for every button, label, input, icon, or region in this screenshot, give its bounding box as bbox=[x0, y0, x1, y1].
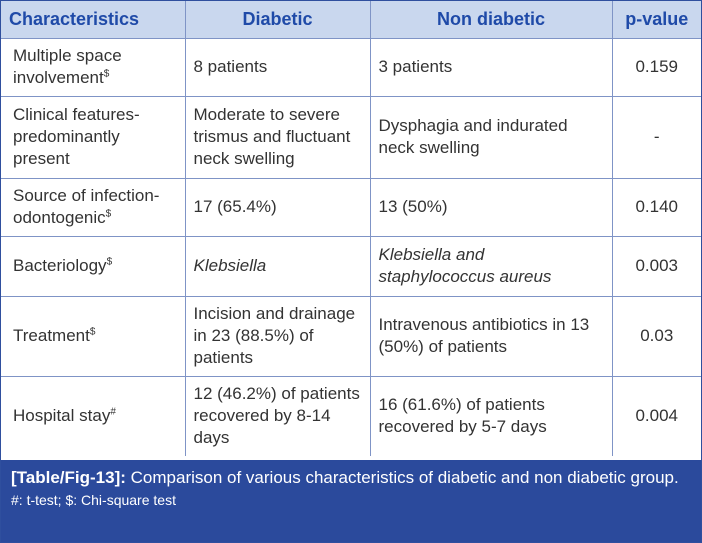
diabetic-cell: 17 (65.4%) bbox=[185, 178, 370, 236]
table-row: Hospital stay# 12 (46.2%) of patients re… bbox=[1, 376, 701, 456]
table-row: Multiple space involvement$ 8 patients 3… bbox=[1, 38, 701, 96]
row-label: Clinical features-predominantly present bbox=[1, 96, 185, 178]
p-value-cell: - bbox=[612, 96, 701, 178]
comparison-table: Characteristics Diabetic Non diabetic p-… bbox=[1, 1, 701, 456]
test-marker: $ bbox=[90, 326, 96, 337]
row-label: Bacteriology$ bbox=[1, 236, 185, 296]
header-p-value: p-value bbox=[612, 1, 701, 38]
table-header-row: Characteristics Diabetic Non diabetic p-… bbox=[1, 1, 701, 38]
p-value-cell: 0.03 bbox=[612, 296, 701, 376]
table-row: Clinical features-predominantly present … bbox=[1, 96, 701, 178]
diabetic-cell: Klebsiella bbox=[185, 236, 370, 296]
p-value-cell: 0.140 bbox=[612, 178, 701, 236]
header-diabetic: Diabetic bbox=[185, 1, 370, 38]
diabetic-cell: Incision and drainage in 23 (88.5%) of p… bbox=[185, 296, 370, 376]
table-row: Treatment$ Incision and drainage in 23 (… bbox=[1, 296, 701, 376]
row-label: Multiple space involvement$ bbox=[1, 38, 185, 96]
test-marker: $ bbox=[104, 68, 110, 79]
test-marker: $ bbox=[106, 208, 112, 219]
caption-label: [Table/Fig-13]: bbox=[11, 468, 126, 487]
row-label: Source of infection-odontogenic$ bbox=[1, 178, 185, 236]
figure-caption: [Table/Fig-13]: Comparison of various ch… bbox=[1, 460, 701, 542]
row-label: Treatment$ bbox=[1, 296, 185, 376]
test-marker: # bbox=[110, 407, 116, 418]
p-value-cell: 0.004 bbox=[612, 376, 701, 456]
non-diabetic-cell: 16 (61.6%) of patients recovered by 5-7 … bbox=[370, 376, 612, 456]
diabetic-cell: 8 patients bbox=[185, 38, 370, 96]
test-marker: $ bbox=[107, 256, 113, 267]
caption-text: Comparison of various characteristics of… bbox=[131, 468, 679, 487]
diabetic-cell: Moderate to severe trismus and fluctuant… bbox=[185, 96, 370, 178]
header-characteristics: Characteristics bbox=[1, 1, 185, 38]
non-diabetic-cell: Klebsiella and staphylococcus aureus bbox=[370, 236, 612, 296]
non-diabetic-cell: 3 patients bbox=[370, 38, 612, 96]
caption-footnote: #: t-test; $: Chi-square test bbox=[11, 490, 691, 510]
non-diabetic-cell: Dysphagia and indurated neck swelling bbox=[370, 96, 612, 178]
table-row: Source of infection-odontogenic$ 17 (65.… bbox=[1, 178, 701, 236]
p-value-cell: 0.159 bbox=[612, 38, 701, 96]
row-label: Hospital stay# bbox=[1, 376, 185, 456]
caption-main: [Table/Fig-13]: Comparison of various ch… bbox=[11, 467, 691, 489]
diabetic-cell: 12 (46.2%) of patients recovered by 8-14… bbox=[185, 376, 370, 456]
p-value-cell: 0.003 bbox=[612, 236, 701, 296]
header-non-diabetic: Non diabetic bbox=[370, 1, 612, 38]
non-diabetic-cell: 13 (50%) bbox=[370, 178, 612, 236]
table-row: Bacteriology$ Klebsiella Klebsiella and … bbox=[1, 236, 701, 296]
non-diabetic-cell: Intravenous antibiotics in 13 (50%) of p… bbox=[370, 296, 612, 376]
